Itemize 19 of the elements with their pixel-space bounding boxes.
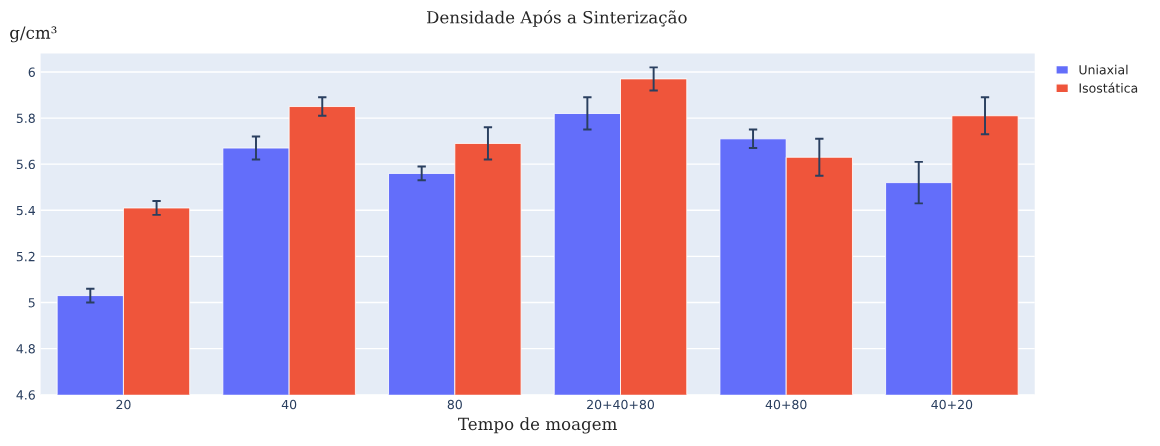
- y-tick-label: 5.8: [16, 113, 35, 123]
- legend-label: Isostática: [1079, 82, 1138, 93]
- y-tick-label: 5: [28, 298, 35, 308]
- y-tick-label: 5.6: [16, 159, 35, 170]
- x-axis-title: Tempo de moagem: [458, 417, 617, 434]
- y-tick-label: 5.4: [16, 205, 36, 216]
- x-tick-label: 40+20: [931, 399, 973, 410]
- y-tick-label: 4.6: [16, 390, 35, 400]
- legend-label: Uniaxial: [1079, 64, 1128, 75]
- x-tick-label: 80: [447, 399, 462, 410]
- x-tick-label: 20+40+80: [587, 399, 654, 410]
- y-tick-label: 5.2: [16, 251, 35, 262]
- y-tick-label: 6: [28, 67, 35, 77]
- x-tick-label: 40+80: [765, 399, 807, 410]
- y-axis-title: g/cm³: [10, 26, 57, 43]
- x-tick-label: 20: [116, 399, 131, 410]
- x-tick-label: 40: [281, 399, 297, 410]
- chart-title: Densidade Após a Sinterização: [426, 9, 687, 27]
- y-tick-label: 4.8: [16, 344, 35, 354]
